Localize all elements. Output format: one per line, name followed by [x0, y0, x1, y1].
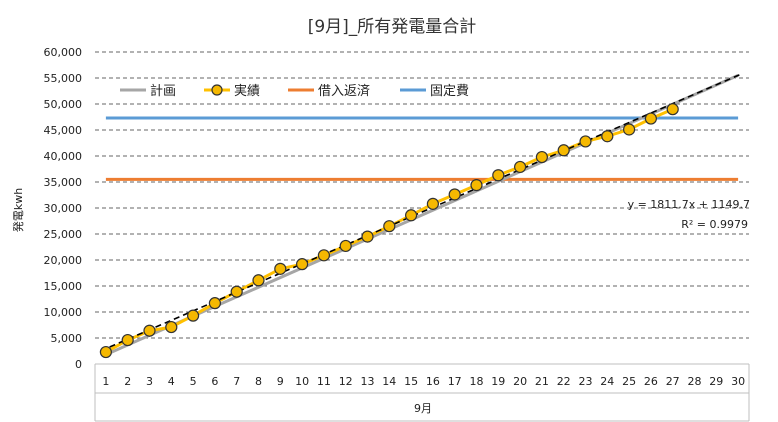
actual-point [405, 209, 418, 222]
actual-point [666, 103, 679, 116]
x-tick-label: 6 [211, 375, 218, 388]
x-tick-label: 20 [513, 375, 527, 388]
y-tick-label: 20,000 [44, 254, 83, 267]
legend-label: 実績 [234, 83, 260, 99]
y-tick-label: 30,000 [44, 202, 83, 215]
x-tick-label: 7 [233, 375, 240, 388]
actual-point [99, 345, 113, 359]
x-tick-label: 18 [470, 375, 484, 388]
actual-point [601, 130, 614, 143]
actual-point [513, 160, 527, 174]
actual-point [644, 112, 658, 125]
x-tick-label: 23 [579, 375, 593, 388]
x-tick-label: 22 [557, 375, 571, 388]
x-tick-label: 28 [688, 375, 702, 388]
y-tick-label: 40,000 [44, 150, 83, 163]
actual-point [317, 249, 330, 262]
y-tick-label: 0 [75, 358, 82, 371]
y-tick-label: 25,000 [44, 228, 83, 241]
x-tick-label: 24 [600, 375, 614, 388]
legend-label: 借入返済 [318, 83, 370, 99]
y-tick-label: 5,000 [51, 332, 83, 345]
chart-title: [9月]_所有発電量合計 [308, 17, 477, 37]
x-tick-label: 26 [644, 375, 658, 388]
x-tick-label: 25 [622, 375, 636, 388]
actual-point [361, 230, 374, 243]
x-tick-label: 17 [448, 375, 462, 388]
x-tick-label: 13 [361, 375, 375, 388]
trendline-r2: R² = 0.9979 [681, 218, 748, 231]
actual-point [535, 150, 549, 164]
x-tick-label: 29 [709, 375, 723, 388]
actual-point [470, 179, 483, 192]
legend-label: 計画 [150, 83, 176, 99]
y-tick-label: 45,000 [44, 124, 83, 137]
actual-point [187, 309, 200, 322]
plan-line [105, 74, 739, 356]
y-tick-label: 10,000 [44, 306, 83, 319]
actual-point [208, 297, 221, 310]
actual-point [426, 197, 439, 210]
x-tick-label: 8 [255, 375, 262, 388]
actual-point [165, 320, 178, 334]
legend: 計画 実績 借入返済 固定費 [120, 83, 469, 99]
x-tick-label: 27 [666, 375, 680, 388]
series-layer [99, 73, 741, 359]
x-tick-label: 19 [491, 375, 505, 388]
x-tick-label: 4 [168, 375, 175, 388]
actual-point [383, 220, 396, 233]
legend-marker [211, 84, 223, 96]
actual-point [252, 274, 265, 287]
x-tick-label: 10 [295, 375, 309, 388]
actual-point [339, 239, 352, 253]
trendline [100, 73, 741, 352]
x-tick-label: 1 [102, 375, 109, 388]
x-tick-label: 9 [277, 375, 284, 388]
actual-point [296, 258, 309, 271]
y-tick-label: 35,000 [44, 176, 83, 189]
actual-point [121, 333, 134, 347]
y-tick-label: 15,000 [44, 280, 83, 293]
y-tick-label: 55,000 [44, 72, 83, 85]
actual-point [557, 144, 570, 157]
x-tick-label: 30 [731, 375, 745, 388]
x-axis: 1 2 3 4 5 6 7 8 9 10 11 12 13 14 15 16 17 18 19 20 21 22 23 24 2… [94, 363, 750, 422]
x-tick-label: 11 [317, 375, 331, 388]
actual-point [579, 135, 592, 148]
actual-point [492, 169, 505, 182]
y-axis-title: 発電kwh [11, 188, 25, 232]
x-tick-label: 3 [146, 375, 153, 388]
x-axis-title: 9月 [414, 402, 432, 415]
trendline-equation: y = 1811.7x + 1149.7 [628, 198, 750, 211]
x-tick-label: 14 [382, 375, 396, 388]
x-tick-label: 12 [339, 375, 353, 388]
actual-point [143, 324, 156, 337]
actual-point [448, 188, 461, 201]
x-tick-label: 15 [404, 375, 418, 388]
x-tick-label: 5 [190, 375, 197, 388]
x-tick-label: 2 [124, 375, 131, 388]
x-tick-label: 21 [535, 375, 549, 388]
y-tick-label: 50,000 [44, 98, 83, 111]
legend-label: 固定費 [430, 84, 469, 99]
actual-point [274, 262, 287, 275]
x-tick-label: 16 [426, 375, 440, 388]
y-axis-ticks: 0 5,000 10,000 15,000 20,000 25,000 30,000 35,0… [44, 46, 83, 371]
y-tick-label: 60,000 [44, 46, 83, 59]
actual-point [230, 285, 243, 298]
actual-point [622, 123, 636, 136]
